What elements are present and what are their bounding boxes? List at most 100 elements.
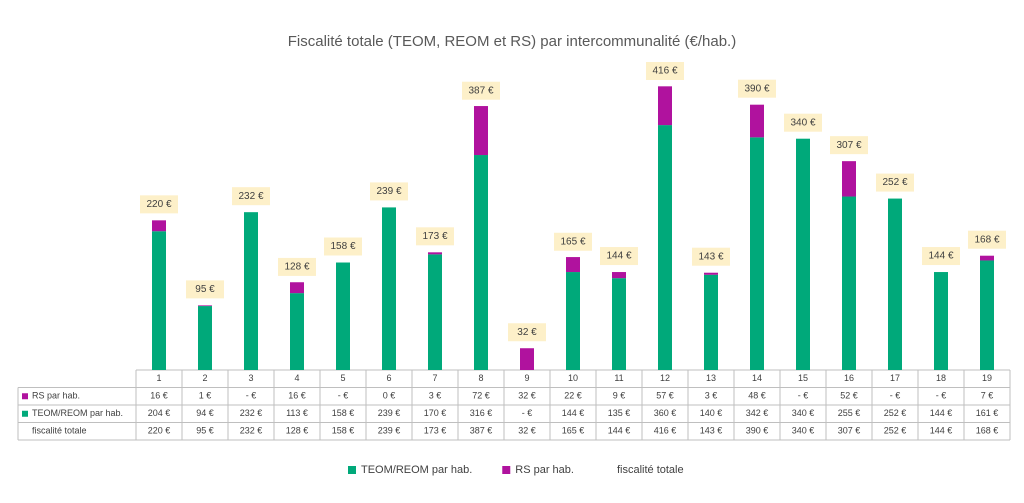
total-label-bg <box>416 227 454 246</box>
table-cell: 94 € <box>196 408 214 418</box>
bar-segment <box>198 306 212 370</box>
bar-segment <box>152 231 166 370</box>
table-cell: 340 € <box>792 408 815 418</box>
total-label: 144 € <box>928 251 953 262</box>
total-label-bg <box>186 280 224 299</box>
table-cell: - € <box>246 391 257 401</box>
total-label: 144 € <box>606 251 631 262</box>
table-cell: 22 € <box>564 391 582 401</box>
table-cell: 144 € <box>930 426 953 436</box>
table-cell: 128 € <box>286 426 309 436</box>
total-label-bg <box>554 232 592 251</box>
total-label: 252 € <box>882 177 907 188</box>
total-label-bg <box>324 237 362 256</box>
table-row-header: RS par hab. <box>32 391 80 401</box>
total-label: 95 € <box>195 284 215 295</box>
total-label: 307 € <box>836 140 861 151</box>
bar-segment <box>474 106 488 156</box>
total-label-bg <box>876 173 914 192</box>
table-cell: 342 € <box>746 408 769 418</box>
table-cell: 387 € <box>470 426 493 436</box>
x-tick-label: 19 <box>982 373 992 383</box>
table-cell: 72 € <box>472 391 490 401</box>
table-cell: 52 € <box>840 391 858 401</box>
table-cell: 1 € <box>199 391 212 401</box>
x-tick-label: 13 <box>706 373 716 383</box>
table-cell: 16 € <box>288 391 306 401</box>
bar-segment <box>796 138 810 370</box>
bar-segment <box>612 278 626 370</box>
total-label-bg <box>232 187 270 206</box>
table-cell: 57 € <box>656 391 674 401</box>
bar-segment <box>842 161 856 197</box>
legend-label: RS par hab. <box>515 464 574 476</box>
total-label: 165 € <box>560 236 585 247</box>
bar-segment <box>520 348 534 370</box>
bar-segment <box>980 255 994 261</box>
bar-segment <box>934 272 948 370</box>
table-cell: 140 € <box>700 408 723 418</box>
bar-segment <box>336 262 350 370</box>
bar-segment <box>842 196 856 370</box>
table-cell: 144 € <box>930 408 953 418</box>
total-label: 232 € <box>238 191 263 202</box>
table-cell: 307 € <box>838 426 861 436</box>
bar-segment <box>658 125 672 370</box>
x-tick-label: 17 <box>890 373 900 383</box>
legend-label: fiscalité totale <box>617 464 684 476</box>
x-tick-label: 18 <box>936 373 946 383</box>
table-cell: 144 € <box>562 408 585 418</box>
total-label-bg <box>462 81 500 100</box>
total-label: 158 € <box>330 241 355 252</box>
total-label-bg <box>140 195 178 214</box>
x-tick-label: 4 <box>294 373 299 383</box>
table-cell: - € <box>890 391 901 401</box>
table-cell: 252 € <box>884 426 907 436</box>
bar-segment <box>290 293 304 370</box>
x-tick-label: 11 <box>614 373 623 383</box>
table-cell: 158 € <box>332 408 355 418</box>
table-cell: 158 € <box>332 426 355 436</box>
bar-segment <box>888 198 902 370</box>
table-cell: 252 € <box>884 408 907 418</box>
table-cell: 316 € <box>470 408 493 418</box>
bar-segment <box>382 207 396 370</box>
bar-segment <box>566 272 580 370</box>
bar-segment <box>750 137 764 370</box>
bar-segment <box>704 274 718 370</box>
x-tick-label: 14 <box>752 373 762 383</box>
bar-segment <box>474 155 488 370</box>
total-label-bg <box>784 113 822 132</box>
bar-segment <box>612 272 626 279</box>
table-cell: 113 € <box>286 408 308 418</box>
table-cell: 170 € <box>424 408 447 418</box>
table-cell: 340 € <box>792 426 815 436</box>
table-cell: 360 € <box>654 408 677 418</box>
table-cell: 143 € <box>700 426 723 436</box>
table-row-header: TEOM/REOM par hab. <box>32 408 123 418</box>
table-cell: 0 € <box>383 391 396 401</box>
x-tick-label: 3 <box>248 373 253 383</box>
table-cell: 416 € <box>654 426 677 436</box>
total-label: 390 € <box>744 83 769 94</box>
table-cell: 16 € <box>150 391 168 401</box>
bar-segment <box>290 282 304 294</box>
table-cell: 161 € <box>976 408 999 418</box>
total-label: 220 € <box>146 199 171 210</box>
table-cell: 173 € <box>424 426 447 436</box>
total-label-bg <box>830 136 868 155</box>
total-label-bg <box>738 79 776 98</box>
table-cell: 232 € <box>240 426 263 436</box>
total-label: 143 € <box>698 251 723 262</box>
legend-key <box>22 393 28 400</box>
total-label-bg <box>508 323 546 342</box>
table-cell: 239 € <box>378 426 401 436</box>
x-tick-label: 5 <box>340 373 345 383</box>
total-label-bg <box>692 247 730 266</box>
total-label: 340 € <box>790 117 815 128</box>
x-tick-label: 12 <box>660 373 670 383</box>
total-label: 168 € <box>974 234 999 245</box>
legend-swatch <box>502 466 511 474</box>
bar-segment <box>428 252 442 255</box>
